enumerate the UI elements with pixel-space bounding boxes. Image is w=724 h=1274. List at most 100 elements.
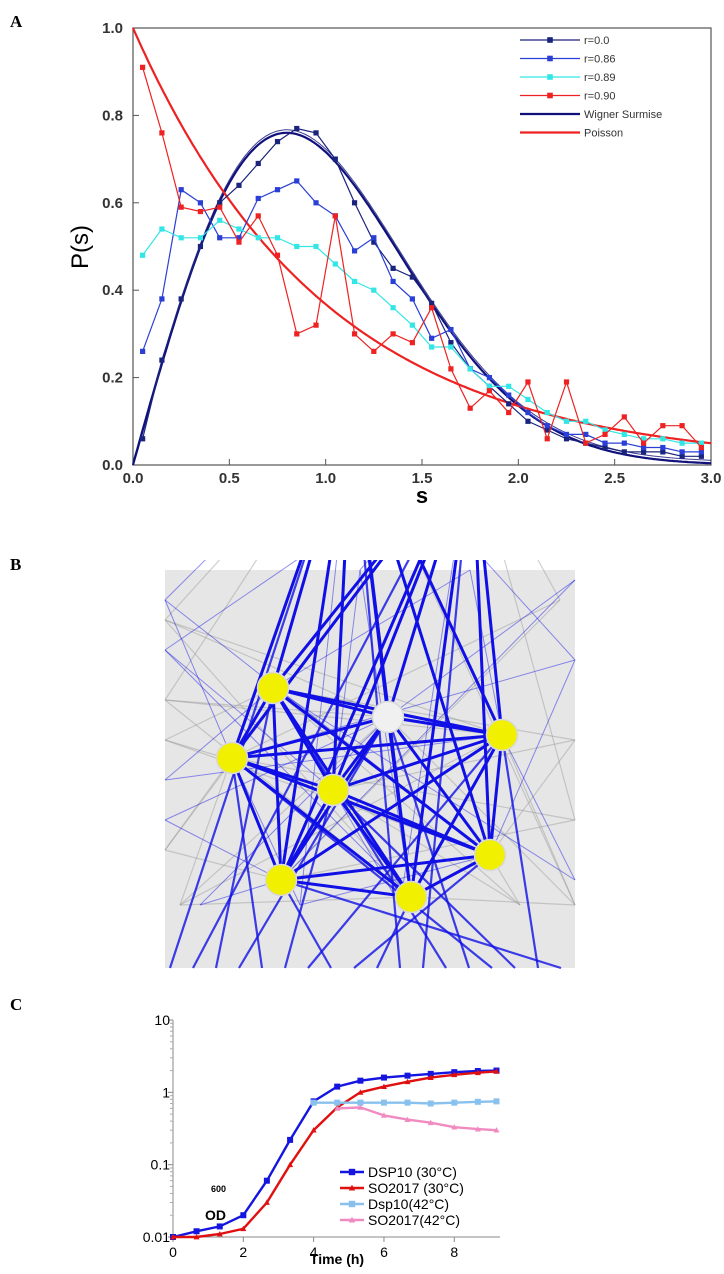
chart-a-legend-marker <box>547 92 553 99</box>
network-edge-bottom <box>280 879 332 969</box>
chart-a-point-s1 <box>294 178 300 184</box>
chart-a-point-s1 <box>197 200 204 206</box>
chart-c-point-s2 <box>474 1098 481 1105</box>
chart-a-point-s3 <box>332 213 338 219</box>
chart-a-point-s0 <box>197 243 204 250</box>
chart-c-point-s3 <box>493 1127 500 1133</box>
chart-c-point-s1 <box>170 1234 176 1240</box>
chart-c-point-s0 <box>240 1212 247 1219</box>
chart-a-point-s0 <box>140 436 146 442</box>
chart-a-point-s0 <box>429 300 435 306</box>
chart-a-point-s2 <box>429 344 435 350</box>
chart-a-point-s3 <box>486 388 493 394</box>
chart-a-legend-label: r=0.86 <box>584 54 616 66</box>
network-edge-thin <box>164 599 233 759</box>
network-edge-faint <box>164 560 221 621</box>
chart-a-plot-frame <box>132 27 712 466</box>
chart-a-y-tick-label: 0.2 <box>102 370 123 387</box>
network-edge <box>231 733 503 760</box>
chart-a-legend: r=0.0 r=0.86 r=0.89 r=0.90 Wigner Surmise Poi… <box>520 35 662 140</box>
chart-c-point-s2 <box>310 1099 317 1106</box>
network-edge <box>409 734 504 898</box>
chart-a-series-line-2 <box>142 219 702 444</box>
chart-c-point-s2 <box>357 1099 364 1106</box>
chart-a-x-tick-label: 1.5 <box>412 470 433 487</box>
chart-c-legend-marker <box>348 1200 356 1208</box>
chart-a-point-s3 <box>178 204 184 210</box>
chart-a-point-s2 <box>467 366 473 372</box>
chart-a-point-s2 <box>294 243 300 250</box>
chart-a-point-s2 <box>313 243 319 250</box>
chart-c-point-s0 <box>216 1223 223 1230</box>
chart-a-point-s3 <box>448 366 454 372</box>
network-edge-thin <box>489 659 576 856</box>
chart-a-point-s1 <box>602 440 608 446</box>
chart-a-point-s2 <box>563 418 570 424</box>
chart-a-point-s3 <box>660 423 666 429</box>
network-edge-thin <box>501 734 576 881</box>
network-edge-faint <box>164 757 233 851</box>
network-edge <box>271 687 283 881</box>
network-edge-bottom <box>421 560 462 969</box>
chart-c-point-s1 <box>404 1078 411 1085</box>
chart-a-point-s1 <box>178 187 184 193</box>
chart-a-point-s3 <box>236 239 242 245</box>
chart-a-point-s0 <box>332 156 338 162</box>
network-node <box>316 773 350 807</box>
chart-a-y-tick-label: 0.0 <box>102 457 123 474</box>
network-edge-thin <box>469 569 503 736</box>
chart-c-legend-marker <box>348 1184 356 1191</box>
chart-a-point-s0 <box>660 449 666 455</box>
chart-c-point-s3 <box>357 1104 364 1110</box>
chart-a-point-s3 <box>583 440 589 446</box>
network-edge <box>280 733 503 882</box>
network-edge <box>332 788 491 857</box>
network-edge <box>409 560 458 898</box>
network-edge-thin <box>164 687 274 781</box>
chart-a-point-s2 <box>621 431 627 438</box>
chart-a-point-s2 <box>583 418 589 424</box>
chart-a-point-s1 <box>159 296 165 302</box>
chart-c-x-tick-label: 6 <box>380 1244 388 1260</box>
network-edge <box>271 560 378 689</box>
network-edge-faint <box>231 599 561 759</box>
network-edge-thin <box>483 560 576 661</box>
network-edge-faint <box>272 687 576 741</box>
chart-a-point-s1 <box>486 375 493 381</box>
chart-a-point-s0 <box>563 436 570 442</box>
network-edge <box>386 716 492 856</box>
chart-c-legend-label: SO2017 (30°C) <box>368 1180 464 1196</box>
network-edge-faint <box>179 896 412 906</box>
chart-c-point-s2 <box>380 1099 387 1106</box>
chart-a-point-s2 <box>197 235 204 241</box>
chart-a-y-tick-label: 1.0 <box>102 20 123 37</box>
network-edge-bottom <box>363 560 402 969</box>
chart-a-curve-wigner <box>131 131 711 466</box>
chart-c-point-s3 <box>380 1112 387 1118</box>
chart-a-point-s2 <box>486 383 493 389</box>
network-edge-bottom <box>500 734 540 969</box>
network-node <box>264 863 298 897</box>
chart-c-point-s2 <box>451 1099 458 1106</box>
chart-a-point-s1 <box>506 392 512 398</box>
chart-c-x-tick-label: 8 <box>450 1244 458 1260</box>
network-edge <box>231 756 412 899</box>
chart-c-point-s1 <box>427 1074 434 1080</box>
network-edge-faint <box>503 560 576 821</box>
chart-c-point-s1 <box>216 1231 223 1237</box>
chart-c-x-tick-label: 0 <box>169 1244 177 1260</box>
chart-a-legend-label: Wigner Surmise <box>584 109 662 121</box>
chart-a-x-axis-label: s <box>416 483 428 508</box>
chart-a-y-tick-label: 0.6 <box>102 195 123 212</box>
chart-a-point-s3 <box>313 322 319 328</box>
chart-a-point-s2 <box>602 427 608 433</box>
chart-c-point-s3 <box>404 1116 411 1122</box>
chart-c-point-s2 <box>334 1099 341 1106</box>
network-edge-faint <box>387 716 576 906</box>
chart-c-legend: DSP10 (30°C)SO2017 (30°C)Dsp10(42°C)SO20… <box>340 1164 464 1228</box>
chart-a-point-s0 <box>274 139 281 145</box>
network-edge <box>331 560 426 791</box>
chart-a-point-s0 <box>602 444 608 451</box>
network-edge-faint <box>489 739 576 856</box>
chart-a-legend-marker <box>547 37 553 43</box>
